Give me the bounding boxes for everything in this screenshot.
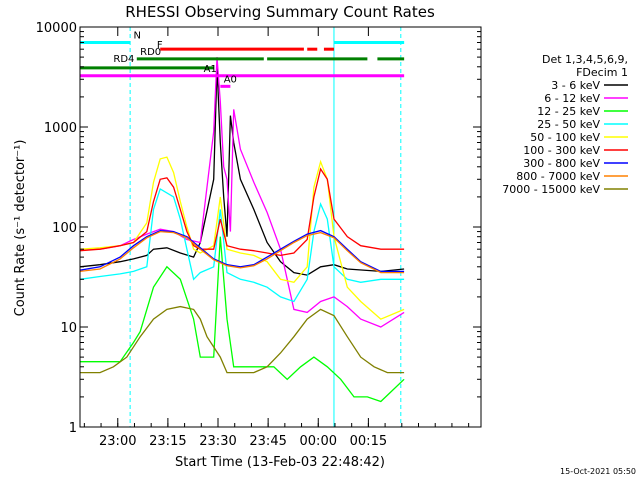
x-tick-label: 00:15 xyxy=(350,434,387,449)
y-tick-label: 100 xyxy=(52,221,77,236)
series-800-7000-kev xyxy=(80,230,405,274)
x-tick-label: 00:00 xyxy=(300,434,337,449)
x-tick-label: 23:15 xyxy=(149,434,186,449)
series-6-12-kev xyxy=(80,57,405,328)
legend-label-3-6-kev: 3 - 6 keV xyxy=(551,79,600,92)
y-axis-label: Count Rate (s⁻¹ detector⁻¹) xyxy=(13,140,28,317)
x-axis: 23:00 23:15 23:30 23:45 00:00 00:15 xyxy=(83,27,470,449)
series-12-25-kev xyxy=(80,236,405,403)
series-50-100-kev xyxy=(80,156,405,320)
legend-label-12-25-kev: 12 - 25 keV xyxy=(537,105,600,118)
plot-frame xyxy=(79,26,482,428)
x-tick-label: 23:00 xyxy=(99,434,136,449)
bar-label-a1: A1 xyxy=(204,64,217,75)
timestamp: 15-Oct-2021 05:50 xyxy=(560,467,636,476)
bar-label-rd4: RD4 xyxy=(113,54,134,65)
legend-label-25-50-kev: 25 - 50 keV xyxy=(537,118,600,131)
legend-header-0: Det 1,3,4,5,6,9, xyxy=(542,53,628,66)
legend-label-7000-15000-kev: 7000 - 15000 keV xyxy=(502,183,600,196)
series-25-50-kev xyxy=(80,188,405,303)
bar-label-a0: A0 xyxy=(224,74,237,85)
x-axis-label: Start Time (13-Feb-03 22:48:42) xyxy=(175,455,385,470)
y-tick-label: 1 xyxy=(69,421,77,436)
series-300-800-kev xyxy=(80,229,405,273)
legend-label-6-12-kev: 6 - 12 keV xyxy=(544,92,600,105)
series-7000-15000-kev xyxy=(80,305,405,374)
x-tick-label: 23:30 xyxy=(199,434,236,449)
legend-header-1: FDecim 1 xyxy=(576,66,628,79)
chart-title: RHESSI Observing Summary Count Rates xyxy=(125,3,435,21)
y-tick-label: 10000 xyxy=(36,21,77,36)
bar-label-n: N xyxy=(133,30,140,41)
y-tick-label: 1000 xyxy=(44,121,77,136)
legend-label-100-300-kev: 100 - 300 keV xyxy=(523,144,600,157)
series-3-6-kev xyxy=(80,66,405,276)
y-axis: 1 10 100 1000 10000 xyxy=(36,21,481,436)
legend-label-50-100-kev: 50 - 100 keV xyxy=(530,131,600,144)
legend-label-300-800-kev: 300 - 800 keV xyxy=(523,157,600,170)
series-group xyxy=(80,57,405,403)
y-tick-label: 10 xyxy=(60,321,77,336)
bar-label-f: F xyxy=(157,40,163,51)
bar-label-rd0: RD0 xyxy=(140,47,161,58)
legend-label-800-7000-kev: 800 - 7000 keV xyxy=(516,170,600,183)
x-tick-label: 23:45 xyxy=(249,434,286,449)
series-100-300-kev xyxy=(80,167,405,257)
